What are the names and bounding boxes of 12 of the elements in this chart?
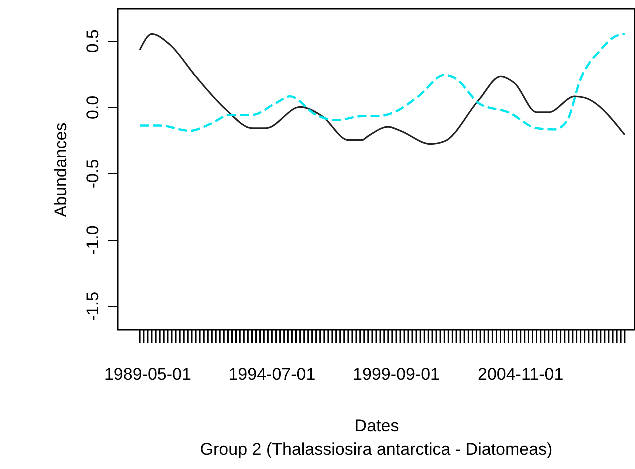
y-tick-label: -1.5 (84, 292, 102, 322)
x-tick-label: 1989-05-01 (104, 365, 192, 384)
x-axis-title: Dates (354, 416, 400, 436)
y-tick-label: -1.0 (84, 226, 102, 255)
text: Group 2 (Thalassiosira antarctica - Diatomeas) (200, 440, 553, 459)
x-tick-label: 1994-07-01 (228, 365, 316, 384)
y-tick-label: 0.5 (84, 30, 102, 54)
y-tick-label: 0.0 (84, 96, 102, 120)
y-axis-title: Abundances (52, 122, 70, 218)
x-tick-label: 2004-11-01 (478, 365, 564, 384)
x-tick-label: 1999-09-01 (353, 365, 440, 384)
y-tick-label: -0.5 (84, 159, 102, 189)
